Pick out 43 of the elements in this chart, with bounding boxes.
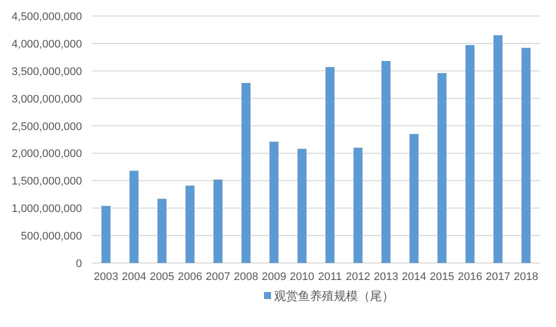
bar <box>298 148 306 263</box>
x-tick-label: 2014 <box>402 271 426 283</box>
x-tick-label: 2010 <box>290 271 314 283</box>
y-tick-label: 2,500,000,000 <box>12 120 82 133</box>
x-tick-label: 2016 <box>458 271 482 283</box>
legend: 观赏鱼养殖规模（尾） <box>264 289 394 303</box>
bar <box>242 82 250 263</box>
y-tick-label: 1,000,000,000 <box>12 203 82 216</box>
y-tick-label: 1,500,000,000 <box>12 176 82 188</box>
bar <box>466 45 474 263</box>
bar <box>494 35 502 263</box>
x-tick-label: 2011 <box>318 271 342 283</box>
x-tick-label: 2013 <box>374 271 398 283</box>
bar <box>102 206 110 263</box>
bar <box>270 142 278 263</box>
x-tick-label: 2007 <box>206 271 230 283</box>
y-tick-label: 2,000,000,000 <box>12 148 82 160</box>
y-tick-label: 3,000,000,000 <box>12 93 82 106</box>
x-tick-label: 2004 <box>122 271 146 283</box>
bar <box>214 180 222 263</box>
bar <box>522 48 530 263</box>
x-tick-label: 2008 <box>234 271 258 283</box>
x-tick-label: 2012 <box>346 271 370 283</box>
x-tick-label: 2005 <box>150 271 174 283</box>
x-tick-label: 2017 <box>486 271 510 283</box>
x-tick-label: 2006 <box>178 271 202 283</box>
bar <box>382 61 390 263</box>
x-tick-label: 2015 <box>430 271 454 283</box>
bar <box>410 134 418 263</box>
bar <box>354 148 362 263</box>
y-tick-label: 0 <box>76 258 82 270</box>
y-tick-label: 500,000,000 <box>20 230 82 243</box>
x-tick-label: 2009 <box>262 271 286 283</box>
y-tick-label: 3,500,000,000 <box>12 66 82 78</box>
bar <box>326 67 334 263</box>
x-tick-label: 2018 <box>514 271 538 283</box>
y-tick-label: 4,500,000,000 <box>12 11 82 23</box>
bar <box>186 186 194 263</box>
x-tick-label: 2003 <box>94 271 118 283</box>
bar <box>158 198 166 263</box>
bar <box>130 170 138 263</box>
y-tick-label: 4,000,000,000 <box>12 38 82 50</box>
bar <box>438 73 446 263</box>
